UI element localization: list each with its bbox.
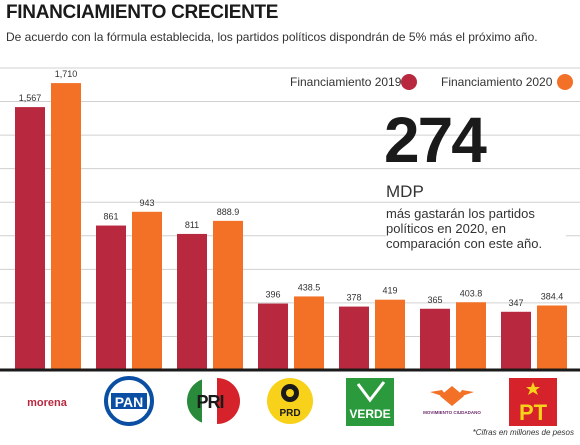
bar-2020-2 bbox=[213, 220, 243, 370]
legend-label-2020: Financiamiento 2020 bbox=[441, 75, 553, 89]
value-labels: 1,567 1,710 861 943 811 888.9 396 438.5 378 419 36… bbox=[19, 69, 564, 308]
mc-wordmark: MOVIMIENTO CIUDADANO bbox=[423, 410, 481, 415]
grid-lines bbox=[0, 67, 580, 337]
value-label-2019-6: 347 bbox=[508, 298, 523, 308]
morena-wordmark: morena bbox=[27, 397, 68, 409]
bar-2020-4 bbox=[375, 299, 405, 370]
logo-pan: PAN bbox=[104, 376, 154, 426]
value-label-2020-1: 943 bbox=[139, 198, 154, 208]
bar-2019-5 bbox=[420, 308, 450, 370]
value-label-2020-0: 1,710 bbox=[55, 69, 78, 79]
pan-wordmark: PAN bbox=[115, 394, 144, 410]
value-label-2020-6: 384.4 bbox=[541, 292, 564, 302]
value-label-2020-4: 419 bbox=[382, 286, 397, 296]
bar-2019-2 bbox=[177, 233, 207, 370]
highlight-number: 274 bbox=[384, 104, 487, 176]
value-label-2020-5: 403.8 bbox=[460, 288, 483, 298]
value-label-2020-2: 888.9 bbox=[217, 207, 240, 217]
chart-title: FINANCIAMIENTO CRECIENTE bbox=[6, 2, 279, 23]
logo-verde: VERDE bbox=[346, 378, 394, 426]
verde-wordmark: VERDE bbox=[349, 407, 390, 421]
value-label-2019-5: 365 bbox=[427, 295, 442, 305]
logo-pt: PT bbox=[509, 378, 557, 426]
legend: Financiamiento 2019 Financiamiento 2020 bbox=[290, 74, 573, 90]
bar-2020-3 bbox=[294, 296, 324, 370]
bar-2020-1 bbox=[132, 211, 162, 370]
bar-2019-3 bbox=[258, 303, 288, 370]
highlight-unit: MDP bbox=[386, 182, 424, 201]
bar-2020-0 bbox=[51, 83, 81, 370]
footnote: *Cifras en millones de pesos bbox=[472, 428, 574, 437]
prd-wordmark: PRD bbox=[279, 408, 300, 419]
bar-2020-6 bbox=[537, 305, 567, 370]
bar-2019-4 bbox=[339, 306, 369, 370]
value-label-2019-2: 811 bbox=[185, 220, 199, 230]
legend-dot-2019 bbox=[401, 74, 417, 90]
bar-2019-1 bbox=[96, 225, 126, 370]
bar-2020-5 bbox=[456, 302, 486, 370]
value-label-2020-3: 438.5 bbox=[298, 282, 321, 292]
pt-wordmark: PT bbox=[519, 400, 548, 425]
value-label-2019-4: 378 bbox=[346, 293, 361, 303]
value-label-2019-0: 1,567 bbox=[19, 93, 42, 103]
bar-2019-6 bbox=[501, 311, 531, 370]
highlight-text: más gastarán los partidos políticos en 2… bbox=[386, 206, 566, 251]
bar-2019-0 bbox=[15, 107, 45, 370]
legend-dot-2020 bbox=[557, 74, 573, 90]
value-label-2019-3: 396 bbox=[265, 290, 280, 300]
chart-subtitle: De acuerdo con la fórmula establecida, l… bbox=[6, 30, 538, 44]
bars bbox=[15, 83, 567, 370]
value-label-2019-1: 861 bbox=[103, 212, 118, 222]
pri-wordmark: PRI bbox=[196, 392, 223, 412]
logo-morena: morena bbox=[27, 397, 68, 409]
logo-mc: MOVIMIENTO CIUDADANO bbox=[423, 386, 481, 415]
logo-prd: PRD bbox=[267, 378, 313, 424]
logo-pri: PRI bbox=[187, 378, 240, 424]
legend-label-2019: Financiamiento 2019 bbox=[290, 75, 402, 89]
